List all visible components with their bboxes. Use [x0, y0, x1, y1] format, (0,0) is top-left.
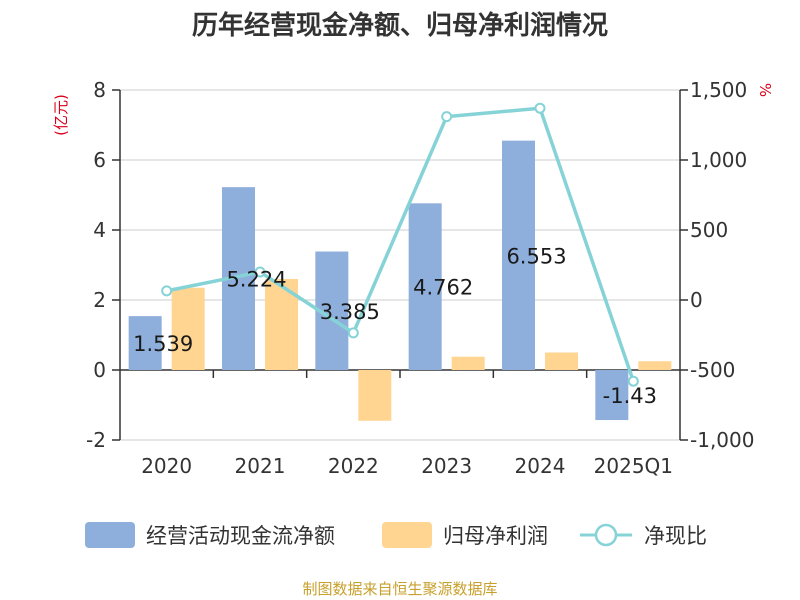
data-label-cashflow: 4.762 — [413, 276, 473, 300]
bar-cashflow — [128, 316, 162, 370]
legend-swatch-ratio-marker — [594, 523, 618, 547]
ratio-line-point — [627, 375, 639, 387]
bar-profit — [638, 361, 672, 370]
data-label-cashflow: 5.224 — [226, 268, 286, 292]
data-label-cashflow: 3.385 — [320, 300, 380, 324]
gridlines — [120, 89, 680, 441]
legend-label-profit: 归母净利润 — [443, 524, 548, 548]
series-cashflow-bars — [128, 140, 629, 421]
x-axis-tick-label: 2021 — [235, 454, 286, 478]
ratio-line-path — [166, 106, 635, 382]
bar-cashflow — [502, 140, 535, 370]
left-axis-unit: (亿元) — [52, 94, 70, 136]
axes — [112, 89, 688, 441]
bar-cashflow — [408, 203, 442, 370]
legend-label-ratio: 净现比 — [644, 524, 707, 548]
bar-profit — [171, 287, 205, 370]
right-axis-tick-label: 500 — [690, 218, 728, 242]
legend-label-cashflow: 经营活动现金流净额 — [146, 524, 335, 548]
legend: 经营活动现金流净额 归母净利润 净现比 — [85, 522, 707, 548]
bar-profit — [451, 356, 485, 370]
right-axis-tick-label: 1,000 — [690, 148, 747, 172]
ratio-line-point — [534, 102, 546, 114]
x-axis-tick-label: 2023 — [421, 454, 472, 478]
bar-profit — [358, 370, 392, 421]
legend-swatch-cashflow — [85, 522, 135, 548]
left-axis-tick-label: 8 — [93, 78, 106, 102]
data-label-cashflow: 6.553 — [506, 244, 566, 268]
x-axis-tick-label: 2024 — [515, 454, 566, 478]
right-axis-tick-label: -1,000 — [690, 428, 754, 452]
data-label-cashflow: -1.43 — [603, 384, 657, 408]
ratio-line-point — [347, 327, 359, 339]
left-axis-tick-label: 6 — [93, 148, 106, 172]
ratio-line-point — [441, 111, 453, 123]
legend-swatch-profit — [382, 522, 432, 548]
left-axis-tick-label: -2 — [86, 428, 106, 452]
right-axis-unit: % — [756, 83, 774, 97]
ratio-line-point — [254, 266, 266, 278]
ratio-line-point — [161, 285, 173, 297]
right-axis-tick-label: -500 — [690, 358, 735, 382]
bar-cashflow — [595, 370, 629, 421]
left-axis-tick-label: 0 — [93, 358, 106, 382]
x-axis-tick-label: 2020 — [141, 454, 192, 478]
data-labels: 1.539 5.224 3.385 4.762 6.553 -1.43 — [133, 244, 657, 408]
legend-item-ratio[interactable]: 净现比 — [580, 523, 707, 548]
x-axis-tick-label: 2025Q1 — [594, 454, 673, 478]
legend-item-cashflow[interactable]: 经营活动现金流净额 — [85, 522, 335, 548]
left-axis-tick-label: 2 — [93, 288, 106, 312]
right-axis-ticks: 1,500 1,000 500 0 -500 -1,000 — [690, 78, 754, 452]
x-axis-ticks: 2020 2021 2022 2023 2024 2025Q1 — [141, 454, 673, 478]
bar-profit — [545, 352, 578, 370]
chart-title: 历年经营现金净额、归母净利润情况 — [192, 10, 608, 41]
left-axis-tick-label: 4 — [93, 218, 106, 242]
series-ratio-line — [161, 102, 639, 387]
series-profit-bars — [171, 279, 672, 421]
right-axis-tick-label: 0 — [690, 288, 703, 312]
right-axis-tick-label: 1,500 — [690, 78, 747, 102]
data-label-cashflow: 1.539 — [133, 332, 193, 356]
x-axis-tick-label: 2022 — [328, 454, 379, 478]
legend-item-profit[interactable]: 归母净利润 — [382, 522, 548, 548]
data-source-note: 制图数据来自恒生聚源数据库 — [302, 580, 497, 598]
left-axis-ticks: 8 6 4 2 0 -2 — [86, 78, 106, 452]
